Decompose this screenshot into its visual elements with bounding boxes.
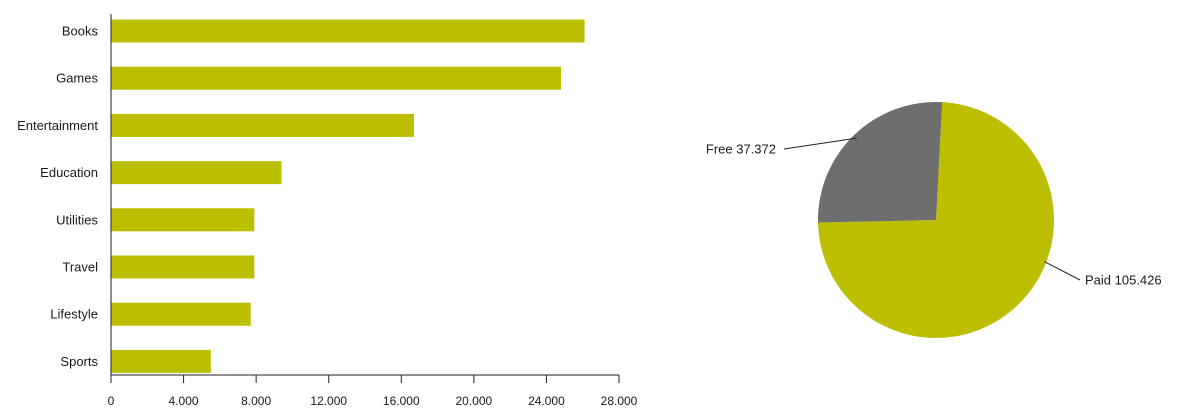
x-tick-label: 8.000 (241, 394, 271, 408)
leader-line-paid (1044, 261, 1081, 281)
pie-labels: Free 37.372 Paid 105.426 (706, 137, 1162, 288)
x-tick-label: 28.000 (601, 394, 638, 408)
x-tick-label: 24.000 (528, 394, 565, 408)
x-tick-label: 4.000 (169, 394, 199, 408)
bar-entertainment (111, 113, 414, 137)
x-tick-label: 16.000 (383, 394, 420, 408)
category-labels: Books Games Entertainment Education Utilitie… (17, 24, 98, 369)
x-tick-label: 20.000 (456, 394, 493, 408)
bar-books (111, 19, 585, 43)
pie-slices (818, 102, 1055, 338)
category-label-lifestyle: Lifestyle (50, 307, 98, 322)
bar-travel (111, 255, 255, 279)
x-axis-ticks: 0 4.000 8.000 12.000 16.000 20.000 24.000 28.00… (108, 375, 638, 408)
bar-chart: Books Games Entertainment Education Utilitie… (17, 14, 638, 408)
pie-chart: Free 37.372 Paid 105.426 (706, 102, 1162, 338)
bar-marks (111, 19, 585, 373)
bar-utilities (111, 208, 255, 232)
category-label-games: Games (56, 71, 98, 86)
leader-line-free (783, 137, 857, 150)
x-tick-label: 0 (108, 394, 115, 408)
category-label-entertainment: Entertainment (17, 118, 98, 133)
pie-label-free: Free 37.372 (706, 142, 776, 157)
x-tick-label: 12.000 (310, 394, 347, 408)
bar-education (111, 161, 282, 185)
category-label-travel: Travel (62, 260, 98, 275)
category-label-education: Education (40, 165, 98, 180)
bar-lifestyle (111, 302, 251, 326)
category-label-utilities: Utilities (56, 212, 98, 227)
category-label-books: Books (62, 24, 99, 39)
category-label-sports: Sports (60, 354, 98, 369)
bar-sports (111, 349, 211, 373)
pie-label-paid: Paid 105.426 (1085, 273, 1162, 288)
pie-slice-free (818, 102, 943, 223)
bar-games (111, 66, 561, 90)
pie-slice-paid (818, 102, 1055, 338)
